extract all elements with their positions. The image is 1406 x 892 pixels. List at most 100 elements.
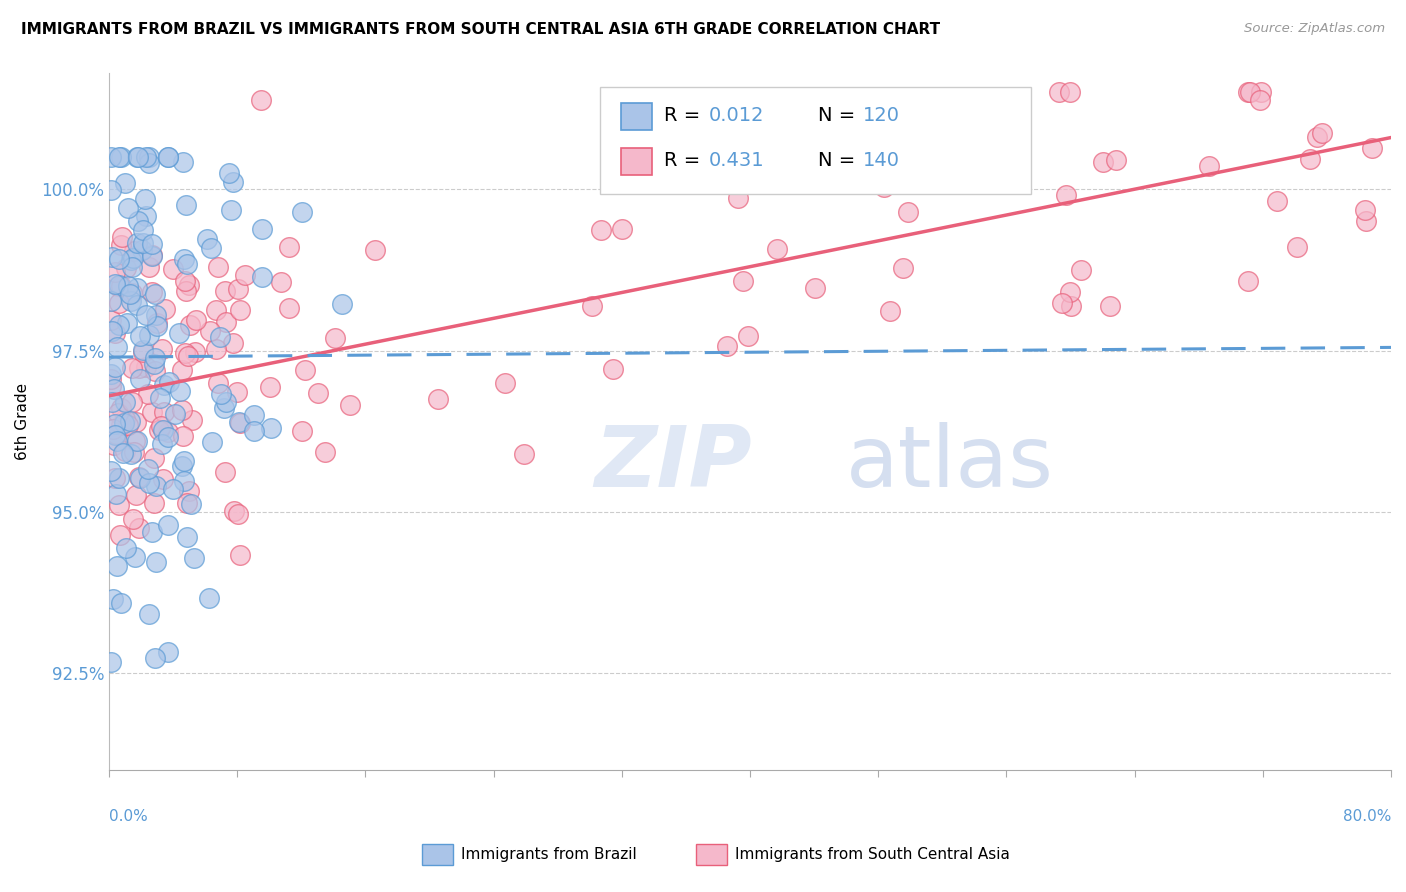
Point: [143, 287, 166, 301]
Point: [104, 360, 127, 375]
Point: [120, 252, 142, 267]
Point: [1354, 214, 1376, 228]
Point: [186, 312, 208, 326]
Point: [156, 518, 179, 533]
Point: [733, 274, 755, 288]
Point: [105, 340, 128, 354]
Point: [610, 221, 633, 235]
Y-axis label: 6th Grade: 6th Grade: [15, 383, 30, 460]
Point: [323, 331, 346, 345]
Point: [179, 484, 201, 499]
Point: [1105, 153, 1128, 167]
Point: [172, 154, 194, 169]
Point: [100, 655, 122, 669]
Point: [114, 395, 136, 409]
Point: [1250, 86, 1272, 100]
Point: [195, 232, 218, 246]
Text: Immigrants from Brazil: Immigrants from Brazil: [461, 847, 637, 862]
Point: [1050, 296, 1073, 310]
Point: [249, 93, 271, 107]
Text: R =: R =: [664, 106, 706, 126]
Point: [152, 473, 174, 487]
Point: [100, 183, 122, 197]
Point: [1249, 93, 1271, 107]
Point: [1059, 86, 1081, 100]
Point: [581, 299, 603, 313]
Point: [727, 191, 749, 205]
Point: [243, 408, 266, 422]
Point: [1047, 86, 1070, 100]
Point: [138, 150, 160, 164]
Point: [218, 166, 240, 180]
Point: [152, 423, 174, 437]
Point: [135, 210, 157, 224]
Point: [143, 450, 166, 465]
Point: [122, 251, 145, 265]
Point: [278, 301, 301, 316]
Point: [117, 316, 139, 330]
Point: [100, 464, 122, 478]
Point: [145, 555, 167, 569]
Point: [120, 446, 142, 460]
Point: [101, 250, 124, 264]
Point: [142, 357, 165, 371]
Point: [108, 278, 131, 293]
Point: [129, 372, 152, 386]
Point: [156, 425, 179, 440]
Point: [105, 559, 128, 574]
Point: [138, 476, 160, 491]
Point: [252, 270, 274, 285]
Point: [176, 349, 198, 363]
Point: [207, 376, 229, 390]
Point: [259, 380, 281, 394]
Point: [135, 150, 157, 164]
Point: [125, 280, 148, 294]
Point: [124, 549, 146, 564]
Point: [215, 315, 238, 329]
Point: [1285, 240, 1308, 254]
Point: [128, 521, 150, 535]
Point: [214, 465, 236, 479]
Point: [180, 413, 202, 427]
Point: [115, 541, 138, 555]
Point: [114, 443, 136, 458]
Point: [225, 384, 247, 399]
Text: N =: N =: [818, 106, 862, 126]
Point: [134, 359, 156, 374]
Point: [110, 238, 132, 252]
Point: [891, 261, 914, 276]
Point: [110, 417, 132, 432]
Point: [110, 596, 132, 610]
Point: [589, 223, 612, 237]
Point: [222, 504, 245, 518]
Point: [108, 150, 131, 164]
Point: [108, 295, 131, 310]
Point: [114, 412, 136, 426]
Point: [1098, 299, 1121, 313]
Point: [183, 550, 205, 565]
Point: [879, 303, 901, 318]
Point: [103, 438, 125, 452]
Point: [228, 303, 250, 318]
Point: [1361, 141, 1384, 155]
Point: [104, 417, 127, 432]
Point: [176, 530, 198, 544]
Point: [100, 312, 122, 326]
Point: [114, 176, 136, 190]
Point: [103, 382, 125, 396]
Point: [1299, 152, 1322, 166]
Point: [201, 435, 224, 450]
Point: [153, 377, 176, 392]
Point: [994, 114, 1017, 128]
Point: [205, 303, 228, 318]
Point: [737, 328, 759, 343]
Point: [110, 401, 132, 415]
Point: [107, 406, 129, 420]
Point: [105, 426, 128, 441]
Point: [101, 395, 124, 409]
Point: [157, 430, 180, 444]
Point: [100, 372, 122, 386]
Point: [291, 205, 314, 219]
Point: [198, 591, 221, 605]
Point: [1265, 194, 1288, 208]
